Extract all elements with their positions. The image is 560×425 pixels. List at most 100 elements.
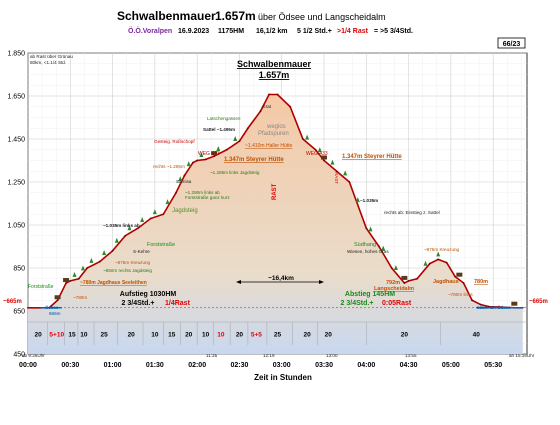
x-tick-label: 02:00 xyxy=(188,362,206,369)
profile-point xyxy=(479,303,482,306)
title-altitude: 1.657m xyxy=(215,9,256,23)
label-jagdsteig: Jagdsteig xyxy=(172,208,198,214)
profile-point xyxy=(183,174,186,177)
title-rest: über Ödsee und Langscheidalm xyxy=(258,12,386,22)
profile-point xyxy=(276,93,279,96)
label-start-right: ~665m xyxy=(529,299,548,305)
tree-icon xyxy=(368,226,373,232)
summary: Aufstieg 1030HM 2 3/4Std.+ 1/4Rast Absti… xyxy=(120,291,412,307)
x-tick-label: 03:00 xyxy=(273,362,291,369)
segment-duration: 20 xyxy=(325,332,333,339)
profile-point xyxy=(301,138,304,140)
profile-point xyxy=(192,161,194,164)
ascent-rast: 1/4Rast xyxy=(165,300,191,307)
profile-point xyxy=(407,280,410,282)
profile-point xyxy=(69,280,72,282)
descent-title: Abstieg 145HM xyxy=(345,291,395,298)
profile-point xyxy=(175,191,177,194)
profile-point xyxy=(196,159,199,162)
profile-point xyxy=(238,140,241,143)
profile-point xyxy=(111,249,114,252)
tree-icon xyxy=(317,147,322,153)
label-steyrer-right: 1.347m Steyrer Hütte xyxy=(342,154,402,160)
x-tick-label: 05:30 xyxy=(484,362,502,369)
label-grat: Grat xyxy=(262,104,272,109)
label-s1035-left: ~1.035m links ab xyxy=(103,223,140,228)
label-s1290b: Forststraße ganz kurz xyxy=(185,195,230,200)
label-rast2: RAST xyxy=(334,172,339,184)
summit-alt: 1.657m xyxy=(259,70,290,80)
descent-rast: 0:05Rast xyxy=(382,300,412,307)
tree-icon xyxy=(186,161,191,167)
header: Schwalbenmauer 1.657m über Ödsee und Lan… xyxy=(117,9,526,49)
label-780-right: 780m xyxy=(474,279,488,285)
y-tick-label: 1.850 xyxy=(7,51,25,58)
hut-icon xyxy=(456,272,463,277)
segment-duration: 25 xyxy=(101,332,109,339)
tree-icon xyxy=(178,176,183,182)
label-samisa: Samisa xyxy=(176,179,192,184)
profile-area xyxy=(27,93,527,355)
tree-icon xyxy=(436,251,441,257)
hut-icon xyxy=(401,275,408,280)
y-tick-label: 1.050 xyxy=(7,223,25,230)
segment-duration: 20 xyxy=(303,332,311,339)
distance: 16,1/2 km xyxy=(256,28,288,35)
tree-icon xyxy=(80,265,85,271)
segment-duration: 20 xyxy=(236,332,244,339)
tree-icon xyxy=(114,237,119,243)
segment-duration: 10 xyxy=(80,332,88,339)
label-s1035-right: ~1.035m xyxy=(360,198,378,203)
profile-point xyxy=(268,93,270,96)
time-markers: ab 9:25Uhr an 15:16Uhr 11:35 12:19 13:00… xyxy=(22,353,535,358)
annotations: Grat weglos Pfadspuren Latschengassen Sa… xyxy=(3,104,548,316)
profile-point xyxy=(428,262,431,265)
times-rast: >1/4 Rast xyxy=(337,28,369,35)
label-792: 792m xyxy=(386,280,400,286)
x-tick-label: 02:30 xyxy=(230,362,248,369)
tree-icon xyxy=(343,170,348,176)
segment-duration: 5+5 xyxy=(251,332,262,339)
profile-point xyxy=(246,127,249,130)
segment-duration: 20 xyxy=(401,332,409,339)
x-tick-label: 00:00 xyxy=(19,362,37,369)
x-tick-label: 04:00 xyxy=(357,362,375,369)
segment-duration: 5+10 xyxy=(49,332,64,339)
profile-point xyxy=(162,213,165,216)
x-tick-label: 03:30 xyxy=(315,362,333,369)
label-weg433-left: WEG 433 xyxy=(198,151,220,157)
label-s1290: ~1.290m links ab xyxy=(185,190,220,195)
profile-point xyxy=(403,282,406,284)
profile-point xyxy=(137,227,139,230)
tree-icon xyxy=(199,151,204,157)
summit-label: Schwalbenmauer 1.657m xyxy=(237,59,312,80)
hut-icon xyxy=(511,301,518,306)
tree-icon xyxy=(127,225,132,231)
hut-icon xyxy=(54,295,61,300)
label-gesteig: Gesteig. Roßschopf xyxy=(154,139,195,144)
segment-duration: 25 xyxy=(274,332,282,339)
time-1300: 13:00 xyxy=(326,353,338,358)
profile-point xyxy=(335,170,338,173)
legend-note: ab Rast über Grünau 80km, <1.1/4 Std. xyxy=(30,54,73,65)
profile-line xyxy=(28,93,523,309)
label-780-links: ~780m links xyxy=(448,292,473,297)
time-1219: 12:19 xyxy=(263,353,275,358)
tree-icon xyxy=(393,265,398,271)
axes: 450 650 850 1.050 1.250 1.450 1.650 1.850 00:00 0… xyxy=(7,51,502,370)
descent-time: 2 3/4Std.+ xyxy=(341,300,374,307)
y-tick-label: 1.650 xyxy=(7,94,25,101)
distance-label: ~16,4km xyxy=(268,275,294,282)
height-meters: 1175HM xyxy=(218,28,244,35)
segment-duration: 10 xyxy=(202,332,210,339)
time-1355: 13:55 xyxy=(405,353,417,358)
legend-note-line2: 80km, <1.1/4 Std. xyxy=(30,60,66,65)
segment-duration: 20 xyxy=(35,332,43,339)
tree-icon xyxy=(330,159,335,165)
start-time: ab 9:25Uhr xyxy=(22,353,45,358)
profile-point xyxy=(323,159,325,162)
x-tick-label: 04:30 xyxy=(400,362,418,369)
segment-duration: 20 xyxy=(185,332,193,339)
